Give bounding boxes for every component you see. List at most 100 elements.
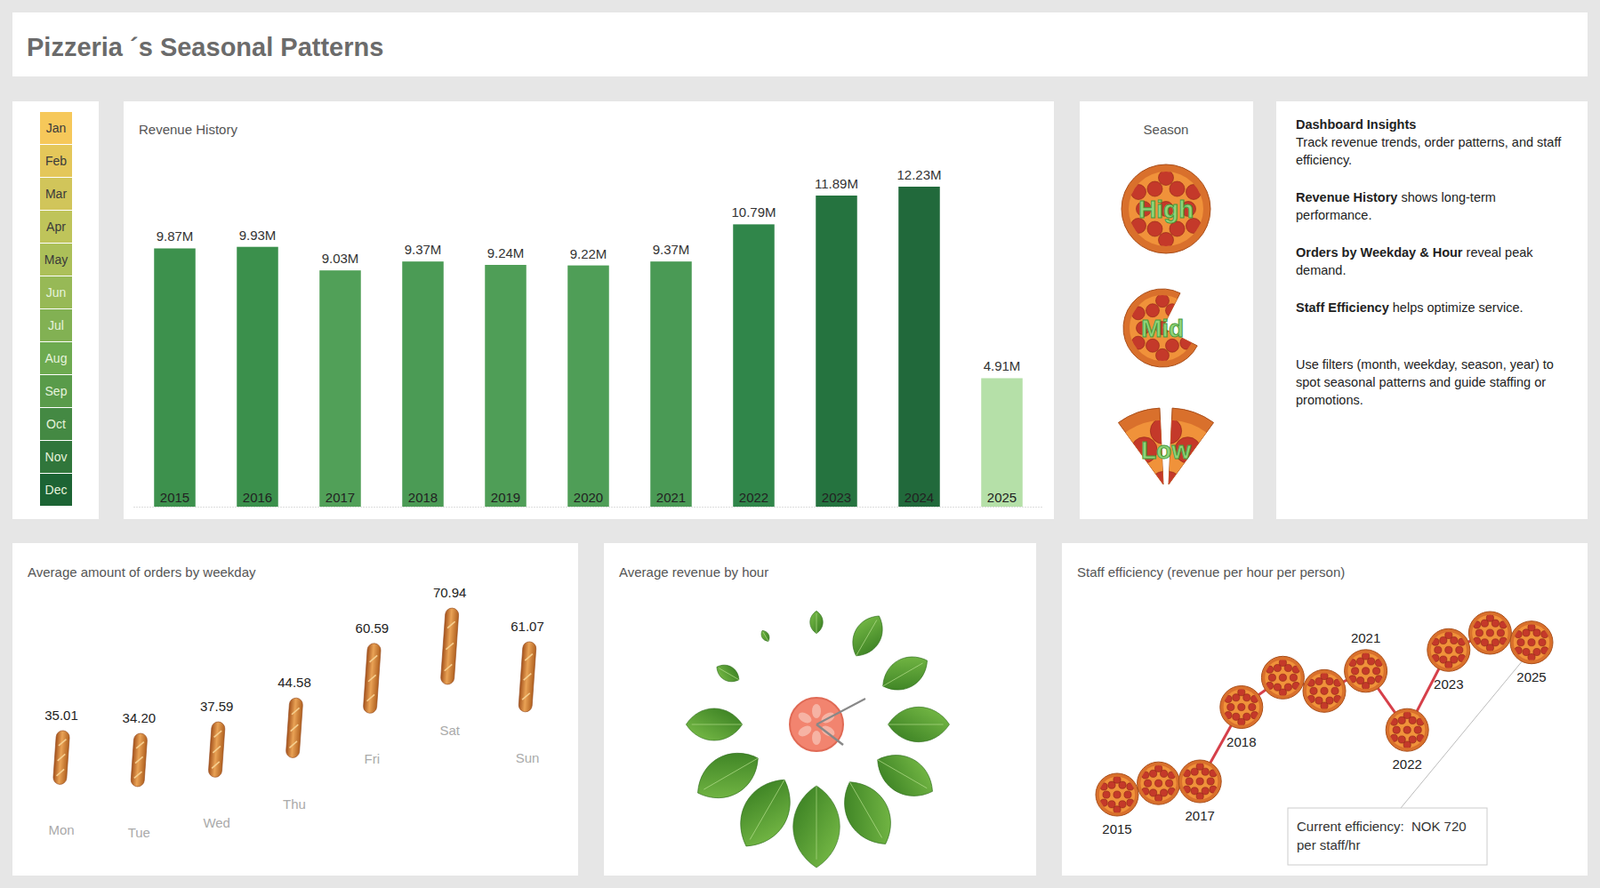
baguette-body bbox=[518, 641, 537, 713]
baguette-score bbox=[369, 655, 378, 664]
month-cell[interactable] bbox=[40, 243, 73, 276]
month-cell[interactable] bbox=[40, 474, 73, 507]
month-cell[interactable] bbox=[40, 441, 73, 474]
month-label[interactable]: Oct bbox=[46, 417, 66, 432]
pepperoni bbox=[1357, 677, 1365, 685]
pepperoni[interactable] bbox=[1197, 500, 1224, 527]
season-slice-toppings[interactable] bbox=[1102, 418, 1224, 552]
pepperoni[interactable] bbox=[1108, 442, 1134, 469]
month-label[interactable]: May bbox=[44, 252, 68, 267]
month-filter: Jan Feb Mar Apr May Jun Jul Aug Sep Oct Nov Dec bbox=[40, 112, 73, 507]
leaf-vein bbox=[763, 632, 769, 643]
month-label[interactable]: Nov bbox=[45, 450, 68, 465]
month-cell[interactable] bbox=[40, 408, 73, 441]
season-label[interactable]: Low bbox=[1141, 436, 1191, 465]
month-cell[interactable] bbox=[40, 309, 73, 342]
tick: 2018 bbox=[408, 490, 438, 506]
pepperoni[interactable] bbox=[1117, 471, 1143, 498]
bar bbox=[402, 261, 444, 507]
pepperoni[interactable] bbox=[1197, 442, 1224, 469]
pepperoni[interactable] bbox=[1155, 525, 1182, 552]
pepperoni[interactable] bbox=[1158, 233, 1174, 249]
pepperoni bbox=[1445, 646, 1453, 654]
insights-bold: Orders by Weekday & Hour bbox=[1295, 245, 1464, 260]
pepperoni[interactable] bbox=[1155, 471, 1182, 498]
month-label[interactable]: Jan bbox=[46, 120, 67, 136]
pizza-marker bbox=[1385, 708, 1429, 752]
season-pizza[interactable] bbox=[1123, 289, 1198, 368]
staff-panel bbox=[1061, 543, 1588, 877]
pepperoni[interactable] bbox=[1108, 500, 1134, 527]
tick: 2023 bbox=[821, 490, 852, 506]
month-cell[interactable] bbox=[40, 112, 73, 145]
pepperoni[interactable] bbox=[1156, 294, 1170, 308]
season-slice-toppings[interactable] bbox=[1108, 418, 1230, 552]
pepperoni[interactable] bbox=[1156, 348, 1170, 362]
season-label[interactable]: Mid bbox=[1141, 314, 1184, 343]
season-pizza-toppings[interactable] bbox=[1131, 294, 1194, 363]
pepperoni[interactable] bbox=[1193, 471, 1220, 498]
pepperoni[interactable] bbox=[1203, 500, 1230, 527]
season-pizza-crust[interactable] bbox=[1121, 164, 1211, 254]
pepperoni bbox=[1141, 787, 1150, 796]
month-label[interactable]: Jul bbox=[48, 318, 65, 333]
pepperoni[interactable] bbox=[1111, 471, 1138, 498]
pepperoni[interactable] bbox=[1169, 181, 1185, 197]
pepperoni bbox=[1331, 687, 1339, 695]
pepperoni[interactable] bbox=[1147, 181, 1163, 197]
season-label[interactable]: High bbox=[1138, 195, 1194, 224]
revenue-panel bbox=[123, 101, 1054, 520]
pizza-marker-toppings bbox=[1224, 689, 1259, 727]
season-pizza-toppings[interactable] bbox=[1131, 170, 1202, 249]
leaf-vein bbox=[849, 782, 882, 839]
pepperoni[interactable] bbox=[1102, 500, 1129, 527]
pizza-marker bbox=[1510, 621, 1553, 665]
pepperoni bbox=[1390, 718, 1398, 726]
month-label[interactable]: Feb bbox=[45, 153, 67, 169]
pepperoni[interactable] bbox=[1188, 471, 1215, 498]
pizza-marker-crust bbox=[1137, 762, 1181, 805]
pepperoni bbox=[1284, 683, 1292, 692]
month-cell[interactable] bbox=[40, 375, 73, 408]
month-label[interactable]: Apr bbox=[46, 219, 66, 234]
season-pizza[interactable] bbox=[1121, 164, 1211, 254]
pepperoni[interactable] bbox=[1169, 506, 1196, 532]
data-label: 61.07 bbox=[510, 619, 545, 635]
insights-item: Staff Efficiencyhelps optimize service. bbox=[1295, 298, 1563, 317]
month-label[interactable]: Dec bbox=[45, 482, 68, 498]
month-label[interactable]: Mar bbox=[45, 186, 67, 202]
pepperoni bbox=[1182, 786, 1190, 794]
season-slice[interactable] bbox=[1108, 408, 1230, 552]
pepperoni[interactable] bbox=[1149, 525, 1176, 552]
pepperoni bbox=[1533, 648, 1541, 656]
month-label[interactable]: Aug bbox=[45, 351, 68, 366]
pepperoni[interactable] bbox=[1102, 442, 1129, 469]
month-cell[interactable] bbox=[40, 144, 73, 177]
pepperoni bbox=[1450, 636, 1458, 644]
baguette-body bbox=[52, 730, 70, 785]
data-label: 9.37M bbox=[404, 241, 443, 258]
pepperoni bbox=[1472, 621, 1480, 629]
pepperoni[interactable] bbox=[1158, 170, 1174, 186]
pepperoni[interactable] bbox=[1174, 506, 1201, 532]
tomato-seed bbox=[796, 723, 814, 740]
insights-intro: Dashboard InsightsTrack revenue trends, … bbox=[1295, 115, 1563, 169]
pepperoni[interactable] bbox=[1131, 506, 1158, 532]
pepperoni[interactable] bbox=[1136, 506, 1163, 532]
pepperoni bbox=[1201, 768, 1209, 776]
data-label: 4.91M bbox=[983, 358, 1022, 374]
month-label[interactable]: Sep bbox=[45, 384, 68, 399]
pepperoni[interactable] bbox=[1169, 221, 1185, 237]
pepperoni[interactable] bbox=[1203, 442, 1230, 469]
season-pizza-crust[interactable] bbox=[1123, 289, 1198, 368]
data-label: 34.20 bbox=[122, 710, 157, 726]
pepperoni bbox=[1472, 637, 1480, 645]
month-cell[interactable] bbox=[40, 210, 73, 243]
pepperoni[interactable] bbox=[1147, 221, 1163, 237]
tomato-seed bbox=[820, 723, 837, 740]
month-cell[interactable] bbox=[40, 177, 73, 210]
month-cell[interactable] bbox=[40, 342, 73, 375]
month-cell[interactable] bbox=[40, 276, 73, 309]
season-slice[interactable] bbox=[1102, 408, 1224, 552]
month-label[interactable]: Jun bbox=[46, 285, 67, 300]
